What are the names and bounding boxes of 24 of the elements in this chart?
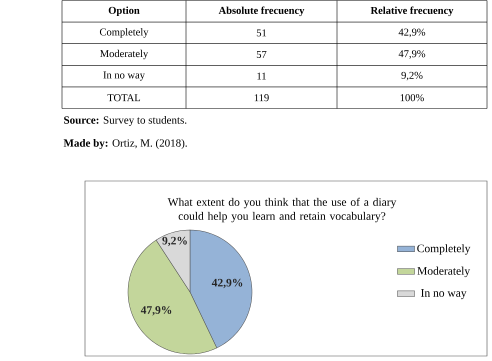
data-label: 9,2% <box>162 236 187 246</box>
text: Moderately <box>100 50 148 60</box>
data-label: 42,9% <box>212 278 242 288</box>
text: Completely <box>100 28 148 38</box>
text: 51 <box>256 29 266 36</box>
chart-title: What extent do you think that the use of a diary could help you learn and retain vocabulary? <box>168 198 396 222</box>
text: Made by: Ortiz, M. (2018). <box>64 139 187 149</box>
text: 9,2% <box>401 72 423 80</box>
text: 100% <box>400 94 424 102</box>
text: Source: Survey to students. <box>64 116 186 126</box>
text: 47,9% <box>398 50 426 59</box>
data-label: 47,9% <box>140 306 172 316</box>
legend-label: Completely <box>417 244 470 255</box>
legend-label: In no way <box>421 289 467 300</box>
text: 57 <box>256 51 266 58</box>
text: 119 <box>254 94 269 102</box>
text: 42,9% <box>398 28 426 38</box>
text: Relative frecuency <box>370 6 454 16</box>
text: 11 <box>257 72 266 80</box>
text: In no way <box>103 72 145 81</box>
text: Option <box>108 6 140 16</box>
legend-label: Moderately <box>417 266 470 278</box>
text: TOTAL <box>108 94 140 102</box>
text: Absolute frecuency <box>218 6 304 16</box>
